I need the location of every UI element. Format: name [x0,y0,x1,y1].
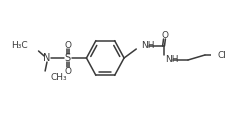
Text: NH: NH [141,41,155,51]
Text: N: N [43,53,51,63]
Text: NH: NH [165,55,179,65]
Text: CH₃: CH₃ [51,74,67,82]
Text: O: O [162,30,169,40]
Text: O: O [64,66,71,76]
Text: Cl: Cl [217,51,225,59]
Text: O: O [64,41,71,49]
Text: H₃C: H₃C [11,41,28,51]
Text: S: S [65,53,71,63]
